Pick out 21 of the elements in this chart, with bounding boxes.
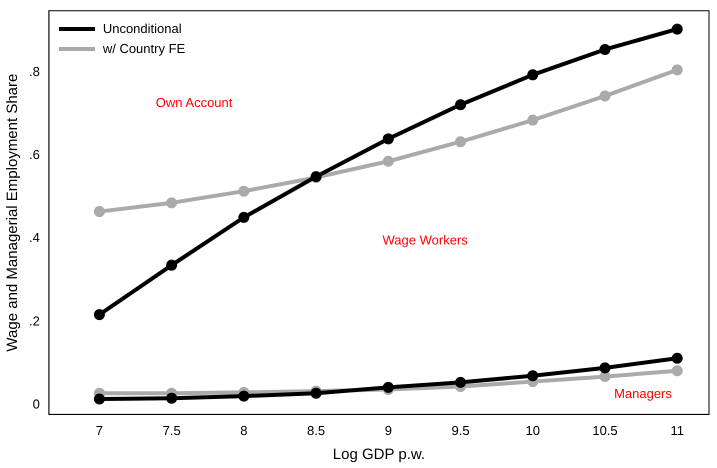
y-tick-label: .2 xyxy=(29,313,40,328)
legend-label: Unconditional xyxy=(102,21,182,36)
y-tick-label: .6 xyxy=(29,147,40,162)
x-tick-label: 7 xyxy=(96,422,104,438)
annotation: Own Account xyxy=(156,95,233,110)
annotation: Managers xyxy=(614,386,672,401)
y-axis-title: Wage and Managerial Employment Share xyxy=(4,74,22,352)
x-tick-label: 11 xyxy=(670,422,684,438)
y-tick-label: 0 xyxy=(32,396,40,412)
x-tick-label: 10.5 xyxy=(592,422,618,438)
y-tick-label: .8 xyxy=(29,64,40,79)
x-tick-label: 7.5 xyxy=(162,422,181,438)
y-tick-label: .4 xyxy=(29,230,40,246)
legend-label: w/ Country FE xyxy=(102,41,186,56)
x-tick-label: 10 xyxy=(526,422,540,438)
x-tick-label: 8 xyxy=(240,422,248,438)
annotation: Wage Workers xyxy=(382,232,468,248)
x-tick-label: 9.5 xyxy=(452,422,470,438)
x-axis-title: Log GDP p.w. xyxy=(332,446,426,464)
x-tick-label: 8.5 xyxy=(307,422,326,438)
x-tick-label: 9 xyxy=(384,422,392,438)
